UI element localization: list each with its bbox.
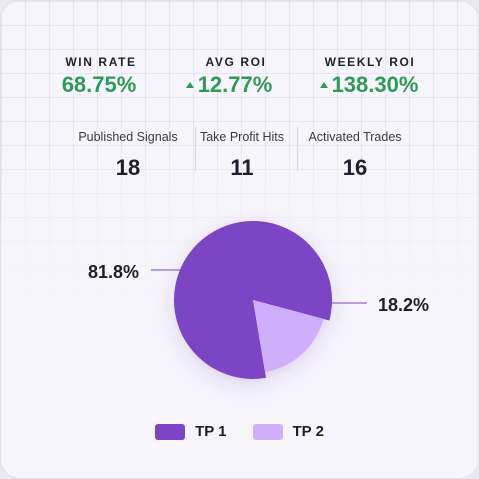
pie-slice-tp1	[174, 221, 332, 380]
data-label-tp1: 81.8%	[88, 262, 139, 282]
avg-roi-number: 12.77%	[197, 72, 273, 97]
activated-trades-value: 16	[342, 155, 368, 180]
published-signals-label: Published Signals	[78, 130, 178, 144]
divider	[195, 127, 196, 171]
data-label-tp2: 18.2%	[378, 295, 429, 315]
up-arrow-icon	[319, 81, 328, 88]
weekly-roi-number: 138.30%	[331, 72, 419, 97]
up-arrow-icon	[185, 81, 194, 88]
legend-swatch-tp1	[155, 423, 186, 440]
legend-item-tp2: TP 2	[252, 423, 324, 440]
take-profit-hits-label: Take Profit Hits	[199, 130, 285, 144]
win-rate-value: 68.75%	[19, 72, 179, 98]
pie-slice-tp2	[253, 300, 324, 373]
win-rate-number: 68.75%	[61, 72, 137, 97]
legend-label-tp2: TP 2	[292, 423, 324, 440]
activated-trades-label: Activated Trades	[308, 130, 402, 144]
win-rate-label: WIN RATE	[65, 55, 137, 69]
legend-swatch-tp2	[252, 423, 283, 440]
avg-roi-value: 12.77%	[149, 72, 309, 98]
weekly-roi-label: WEEKLY ROI	[324, 55, 416, 69]
legend-label-tp1: TP 1	[195, 423, 227, 440]
take-profit-hits-value: 11	[230, 155, 254, 180]
avg-roi-label: AVG ROI	[205, 55, 267, 69]
divider	[297, 127, 298, 171]
weekly-roi-value: 138.30%	[289, 72, 449, 98]
chart-legend: TP 1 TP 2	[1, 423, 478, 440]
legend-item-tp1: TP 1	[155, 423, 227, 440]
published-signals-value: 18	[115, 155, 141, 180]
